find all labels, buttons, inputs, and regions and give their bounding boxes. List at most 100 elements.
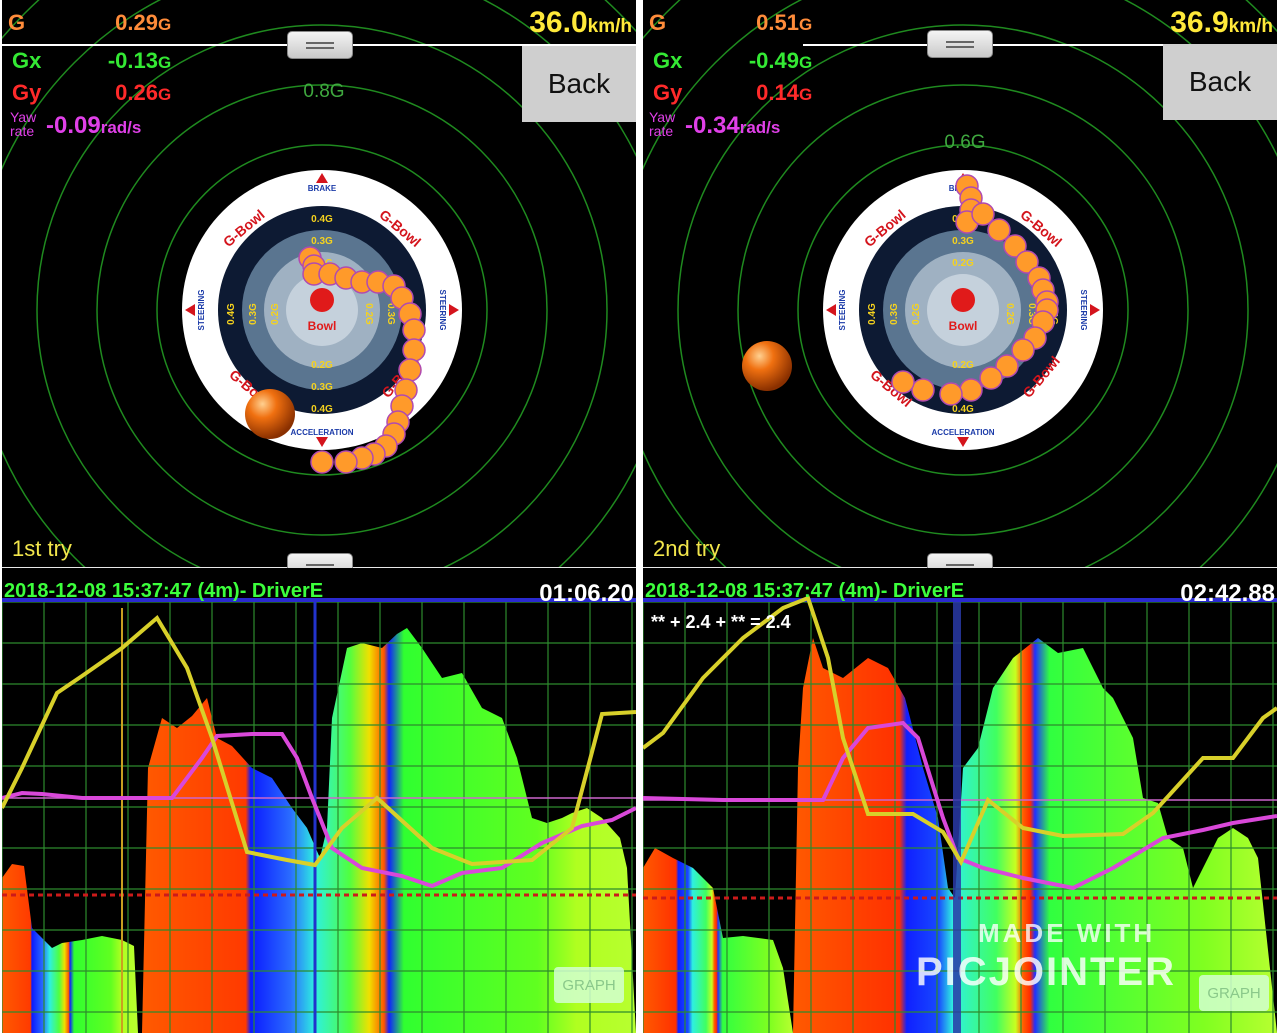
graph-button[interactable]: GRAPH [1199, 975, 1269, 1011]
trace-point [310, 450, 334, 474]
gy-unit: G [799, 85, 813, 104]
graph-title: 2018-12-08 15:37:47 (4m)- DriverE [645, 580, 965, 602]
acceleration-label: ACCELERATION [932, 428, 995, 437]
dial-ring-label: 0.2G [363, 303, 374, 325]
drag-handle[interactable] [287, 31, 353, 59]
lap-time: 01:06.20 [539, 580, 634, 607]
gx-label: Gx [653, 48, 683, 73]
yaw-label-line1: Yaw [10, 109, 37, 125]
gx-readout: -0.49G [689, 48, 812, 74]
gx-unit: G [799, 53, 813, 72]
g-ring [36, 24, 608, 568]
back-button[interactable]: Back [1163, 44, 1277, 120]
direction-arrow-icon [185, 304, 195, 316]
g-ring [677, 24, 1249, 568]
trace-point [959, 378, 983, 402]
yaw-label-line2: rate [10, 123, 35, 139]
trace-point [979, 366, 1003, 390]
speed-unit: km/h [1228, 16, 1273, 37]
yaw-label-line2: rate [649, 123, 674, 139]
g-rings [643, 0, 1277, 568]
gx-label: Gx [12, 48, 42, 73]
gbowl-gauge: 0.4G0.4G0.4G0.4G0.3G0.3G0.3G0.3G0.2G0.2G… [2, 0, 636, 568]
ring-label: 0.6G [944, 132, 985, 153]
trace-point [987, 218, 1011, 242]
drag-handle[interactable] [927, 30, 993, 58]
brake-label: BRAKE [308, 184, 337, 193]
dial-ring-label: 0.3G [385, 303, 396, 325]
trace-point [1015, 250, 1039, 274]
trace-point [995, 354, 1019, 378]
back-button[interactable]: Back [522, 46, 636, 122]
yaw-value: -0.34 [685, 112, 740, 139]
header-line [803, 44, 1277, 46]
g-trace [298, 246, 426, 474]
speed-unit: km/h [587, 16, 632, 37]
graph-button[interactable]: GRAPH [554, 967, 624, 1003]
telemetry-graph [2, 598, 636, 1033]
g-unit: G [158, 15, 172, 34]
gy-value: 0.26 [115, 80, 158, 105]
direction-arrow-icon [1090, 304, 1100, 316]
yaw-readout: -0.09rad/s [46, 112, 141, 140]
speed-value: 36.0 [529, 6, 588, 39]
left-panel: 0.4G0.4G0.4G0.4G0.3G0.3G0.3G0.3G0.2G0.2G… [2, 0, 636, 1033]
dial-ring-label: 0.3G [952, 236, 974, 247]
speed-readout: 36.9km/h [1170, 6, 1273, 40]
steering-right-label: STEERING [438, 290, 447, 331]
yaw-label: Yaw rate [10, 110, 36, 138]
trace-point [939, 382, 963, 406]
gy-value: 0.14 [756, 80, 799, 105]
dial-ring-label: 0.3G [889, 303, 900, 325]
gx-unit: G [158, 53, 172, 72]
dial-ring-label: 0.4G [867, 303, 878, 325]
current-g-ball [742, 341, 792, 391]
g-ring [797, 144, 1129, 476]
try-label: 2nd try [653, 536, 721, 561]
trace-point [334, 450, 358, 474]
right-panel: 0.4G0.4G0.4G0.4G0.3G0.3G0.3G0.3G0.2G0.2G… [643, 0, 1277, 1033]
gx-readout: -0.13G [48, 48, 171, 74]
watermark-line1: MADE WITH [978, 918, 1156, 948]
dial-ring-label: 0.4G [952, 404, 974, 415]
gbowl-dial: 0.4G0.4G0.4G0.4G0.3G0.3G0.3G0.3G0.2G0.2G… [182, 170, 462, 450]
direction-arrow-icon [449, 304, 459, 316]
bowl-logo-text: Bowl [949, 319, 978, 333]
g-rings [2, 0, 636, 568]
steering-right-label: STEERING [1079, 290, 1088, 331]
gx-value: -0.13 [107, 48, 158, 73]
dial-ring-label: 0.2G [911, 303, 922, 325]
dial-ring-label: 0.4G [311, 404, 333, 415]
lap-time: 02:42.88 [1180, 580, 1275, 607]
gy-label: Gy [653, 80, 683, 105]
try-label: 1st try [12, 536, 72, 561]
g-ball-marker [742, 341, 792, 391]
dial-ring-label: 0.2G [952, 360, 974, 371]
trace-point [891, 370, 915, 394]
yaw-value: -0.09 [46, 112, 101, 139]
dial-ring-label: 0.2G [952, 258, 974, 269]
graph-view: 2018-12-08 15:37:47 (4m)- DriverE 01:06.… [2, 568, 636, 1033]
gbowl-view: 0.4G0.4G0.4G0.4G0.3G0.3G0.3G0.3G0.2G0.2G… [2, 0, 636, 568]
gy-readout: 0.26G [48, 80, 171, 106]
gy-label: Gy [12, 80, 42, 105]
dial-ring-label: 0.4G [226, 303, 237, 325]
steering-left-label: STEERING [838, 290, 847, 331]
g-label: G [649, 10, 667, 35]
graph-formula: ** + 2.4 + ** = 2.4 [651, 612, 791, 632]
gbowl-gauge: 0.4G0.4G0.4G0.4G0.3G0.3G0.3G0.3G0.2G0.2G… [643, 0, 1277, 568]
yaw-label: Yaw rate [649, 110, 675, 138]
yaw-readout: -0.34rad/s [685, 112, 780, 140]
g-readout: 0.29G [48, 10, 171, 36]
gy-readout: 0.14G [689, 80, 812, 106]
g-ball-marker [245, 389, 295, 439]
trace-point [402, 318, 426, 342]
dial-ring-label: 0.3G [248, 303, 259, 325]
speed-value: 36.9 [1170, 6, 1229, 39]
dial-ring-label: 0.2G [270, 303, 281, 325]
acceleration-label: ACCELERATION [291, 428, 354, 437]
bowl-logo-text: Bowl [308, 319, 337, 333]
dial-ring-label: 0.3G [311, 382, 333, 393]
trace-point [398, 358, 422, 382]
watermark-line2: PICJOINTER [916, 950, 1177, 994]
